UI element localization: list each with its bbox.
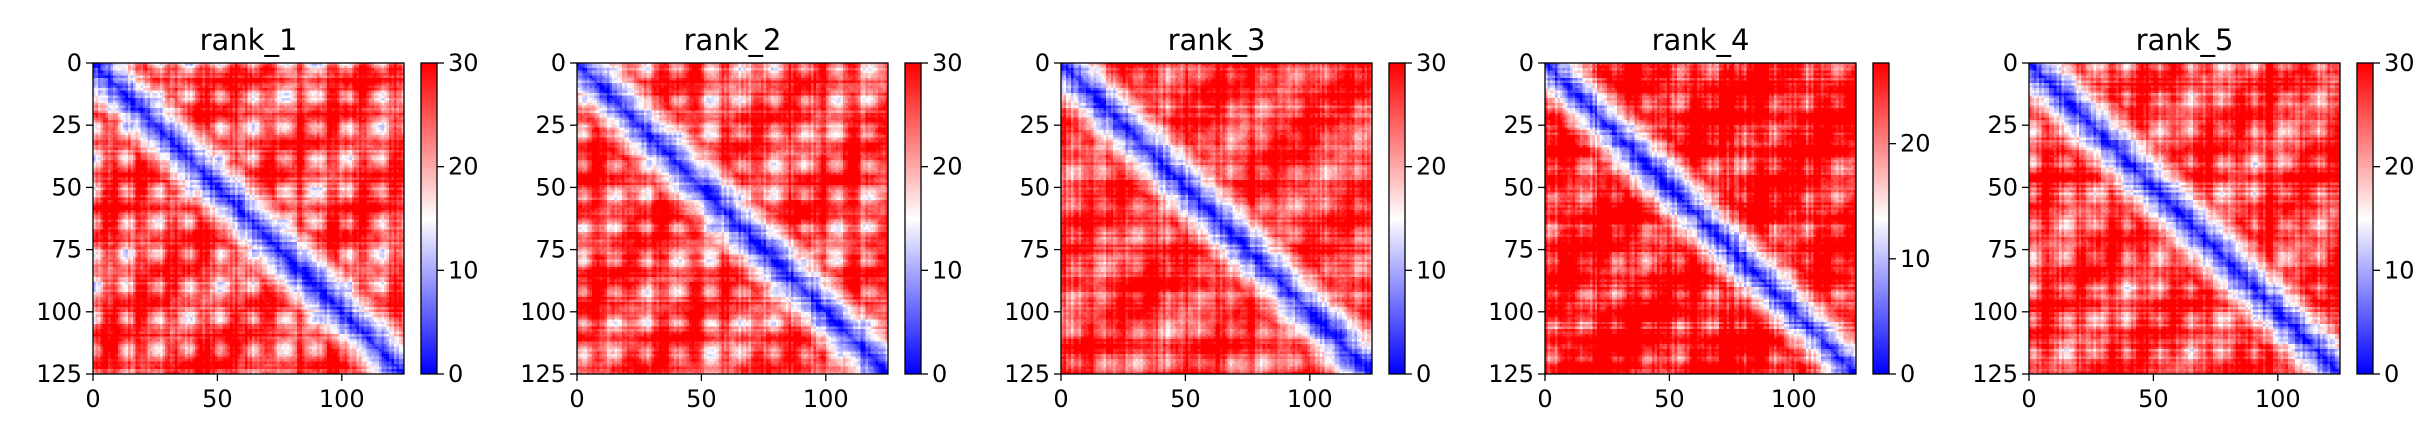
y-tick-label: 125 <box>1488 360 1534 388</box>
y-tick-label: 75 <box>1987 236 2018 264</box>
heatmap-image <box>93 63 404 374</box>
heatmap-image <box>577 63 888 374</box>
y-tick-label: 100 <box>520 298 566 326</box>
colorbar-gradient <box>905 63 921 374</box>
x-tick-label: 100 <box>319 385 365 413</box>
colorbar-tick-label: 10 <box>2384 256 2415 284</box>
y-tick-label: 50 <box>1987 173 2018 201</box>
panel-title: rank_3 <box>1168 23 1266 57</box>
plot-frame <box>2028 62 2341 375</box>
panel-title: rank_4 <box>1652 23 1750 57</box>
x-tick-label: 0 <box>1537 385 1552 413</box>
colorbar-gradient <box>2357 63 2373 374</box>
x-tick-label: 50 <box>686 385 717 413</box>
y-tick-label: 50 <box>51 173 82 201</box>
plot-frame <box>1544 62 1857 375</box>
y-tick-label: 25 <box>51 111 82 139</box>
colorbar-tick-label: 30 <box>932 49 963 77</box>
colorbar-tick-label: 0 <box>2384 360 2399 388</box>
y-tick-label: 50 <box>1503 173 1534 201</box>
y-tick-label: 25 <box>1503 111 1534 139</box>
colorbar-tick-label: 0 <box>1900 360 1915 388</box>
y-tick-label: 75 <box>51 236 82 264</box>
x-tick-label: 0 <box>1053 385 1068 413</box>
y-tick-label: 125 <box>1004 360 1050 388</box>
y-tick-label: 100 <box>1972 298 2018 326</box>
x-tick-label: 50 <box>1654 385 1685 413</box>
y-tick-label: 125 <box>520 360 566 388</box>
y-tick-label: 0 <box>67 49 82 77</box>
y-tick-label: 100 <box>1004 298 1050 326</box>
colorbar-tick-label: 10 <box>932 256 963 284</box>
colorbar-frame <box>420 62 438 375</box>
x-tick-label: 100 <box>1287 385 1333 413</box>
x-tick-label: 0 <box>2021 385 2036 413</box>
colorbar-tick-label: 0 <box>448 360 463 388</box>
x-tick-label: 100 <box>1771 385 1817 413</box>
colorbar-tick-label: 30 <box>2384 49 2415 77</box>
colorbar-tick-label: 10 <box>448 256 479 284</box>
plot-frame <box>576 62 889 375</box>
y-tick-label: 0 <box>1035 49 1050 77</box>
colorbar-tick-label: 20 <box>1416 153 1447 181</box>
y-tick-label: 0 <box>551 49 566 77</box>
y-tick-label: 50 <box>1019 173 1050 201</box>
colorbar-frame <box>904 62 922 375</box>
y-tick-label: 25 <box>535 111 566 139</box>
panel-title: rank_1 <box>200 23 298 57</box>
colorbar-gradient <box>421 63 437 374</box>
x-tick-label: 100 <box>803 385 849 413</box>
y-tick-label: 50 <box>535 173 566 201</box>
heatmap-image <box>2029 63 2340 374</box>
y-tick-label: 0 <box>1519 49 1534 77</box>
colorbar-frame <box>2356 62 2374 375</box>
x-tick-label: 50 <box>1170 385 1201 413</box>
colorbar-tick-label: 20 <box>932 153 963 181</box>
y-tick-label: 75 <box>1503 236 1534 264</box>
x-tick-label: 0 <box>85 385 100 413</box>
colorbar-frame <box>1872 62 1890 375</box>
y-tick-label: 100 <box>1488 298 1534 326</box>
colorbar-gradient <box>1389 63 1405 374</box>
y-tick-label: 75 <box>1019 236 1050 264</box>
panel-title: rank_5 <box>2136 23 2234 57</box>
y-tick-label: 0 <box>2003 49 2018 77</box>
y-tick-label: 125 <box>36 360 82 388</box>
colorbar-tick-label: 20 <box>2384 153 2415 181</box>
plot-frame <box>92 62 405 375</box>
colorbar-tick-label: 30 <box>1416 49 1447 77</box>
x-tick-label: 0 <box>569 385 584 413</box>
y-tick-label: 75 <box>535 236 566 264</box>
colorbar-frame <box>1388 62 1406 375</box>
y-tick-label: 25 <box>1987 111 2018 139</box>
y-tick-label: 25 <box>1019 111 1050 139</box>
colorbar-tick-label: 0 <box>1416 360 1431 388</box>
x-tick-label: 50 <box>2138 385 2169 413</box>
colorbar-tick-label: 20 <box>448 153 479 181</box>
panel-title: rank_2 <box>684 23 782 57</box>
plot-frame <box>1060 62 1373 375</box>
colorbar-tick-label: 10 <box>1416 256 1447 284</box>
colorbar-tick-label: 30 <box>448 49 479 77</box>
x-tick-label: 100 <box>2255 385 2301 413</box>
colorbar-gradient <box>1873 63 1889 374</box>
y-tick-label: 100 <box>36 298 82 326</box>
colorbar-tick-label: 0 <box>932 360 947 388</box>
colorbar-tick-label: 20 <box>1900 130 1931 158</box>
heatmap-image <box>1545 63 1856 374</box>
colorbar-tick-label: 10 <box>1900 245 1931 273</box>
x-tick-label: 50 <box>202 385 233 413</box>
y-tick-label: 125 <box>1972 360 2018 388</box>
heatmap-image <box>1061 63 1372 374</box>
